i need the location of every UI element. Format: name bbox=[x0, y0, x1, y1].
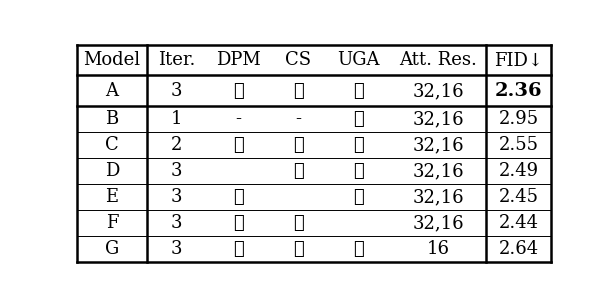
Text: ✓: ✓ bbox=[353, 188, 364, 206]
Text: 2: 2 bbox=[171, 136, 182, 154]
Text: ✓: ✓ bbox=[293, 162, 304, 180]
Text: 32,16: 32,16 bbox=[412, 162, 464, 180]
Text: 32,16: 32,16 bbox=[412, 82, 464, 100]
Text: -: - bbox=[295, 110, 301, 128]
Text: 32,16: 32,16 bbox=[412, 110, 464, 128]
Text: 3: 3 bbox=[171, 214, 182, 232]
Text: 3: 3 bbox=[171, 82, 182, 100]
Text: A: A bbox=[105, 82, 118, 100]
Text: ✓: ✓ bbox=[233, 240, 244, 258]
Text: D: D bbox=[105, 162, 119, 180]
Text: 2.36: 2.36 bbox=[494, 82, 542, 100]
Text: 3: 3 bbox=[171, 240, 182, 258]
Text: ✓: ✓ bbox=[233, 136, 244, 154]
Text: ✓: ✓ bbox=[353, 110, 364, 128]
Text: Model: Model bbox=[83, 51, 141, 69]
Text: 32,16: 32,16 bbox=[412, 136, 464, 154]
Text: G: G bbox=[105, 240, 119, 258]
Text: 2.95: 2.95 bbox=[498, 110, 539, 128]
Text: Att. Res.: Att. Res. bbox=[400, 51, 477, 69]
Text: E: E bbox=[105, 188, 119, 206]
Text: ✓: ✓ bbox=[233, 188, 244, 206]
Text: ✓: ✓ bbox=[233, 214, 244, 232]
Text: CS: CS bbox=[285, 51, 312, 69]
Text: Iter.: Iter. bbox=[158, 51, 195, 69]
Text: 2.45: 2.45 bbox=[498, 188, 539, 206]
Text: ✓: ✓ bbox=[293, 214, 304, 232]
Text: FID↓: FID↓ bbox=[494, 51, 543, 69]
Text: 2.49: 2.49 bbox=[498, 162, 539, 180]
Text: ✓: ✓ bbox=[353, 162, 364, 180]
Text: ✓: ✓ bbox=[293, 240, 304, 258]
Text: 2.44: 2.44 bbox=[498, 214, 539, 232]
Text: 1: 1 bbox=[171, 110, 182, 128]
Text: ✓: ✓ bbox=[233, 82, 244, 100]
Text: 2.55: 2.55 bbox=[498, 136, 539, 154]
Text: 2.64: 2.64 bbox=[498, 240, 539, 258]
Text: 32,16: 32,16 bbox=[412, 214, 464, 232]
Text: 3: 3 bbox=[171, 188, 182, 206]
Text: ✓: ✓ bbox=[353, 82, 364, 100]
Text: 16: 16 bbox=[427, 240, 450, 258]
Text: UGA: UGA bbox=[337, 51, 379, 69]
Text: B: B bbox=[105, 110, 119, 128]
Text: 32,16: 32,16 bbox=[412, 188, 464, 206]
Text: -: - bbox=[235, 110, 241, 128]
Text: DPM: DPM bbox=[216, 51, 261, 69]
Text: ✓: ✓ bbox=[293, 82, 304, 100]
Text: ✓: ✓ bbox=[293, 136, 304, 154]
Text: 3: 3 bbox=[171, 162, 182, 180]
Text: ✓: ✓ bbox=[353, 136, 364, 154]
Text: C: C bbox=[105, 136, 119, 154]
Text: ✓: ✓ bbox=[353, 240, 364, 258]
Text: F: F bbox=[106, 214, 118, 232]
